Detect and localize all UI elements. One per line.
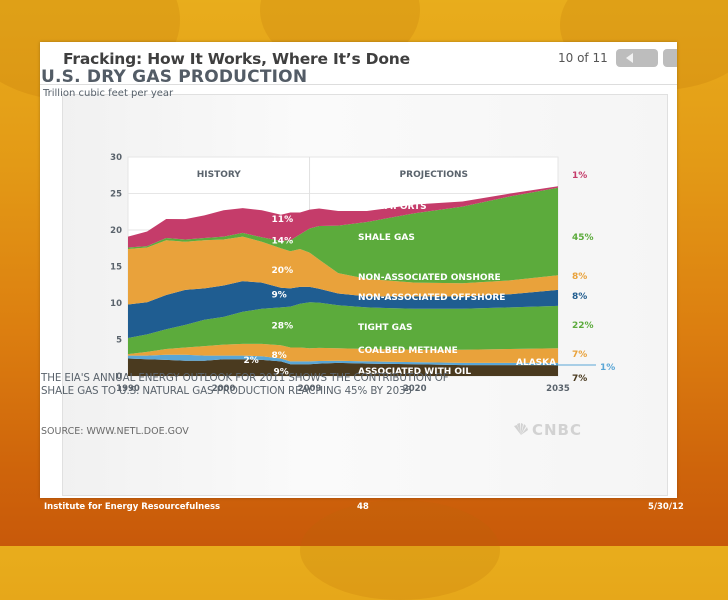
share-label-2035: 7% [572, 374, 587, 384]
previous-slide-button[interactable] [616, 49, 658, 67]
region-label-projections: PROJECTIONS [400, 170, 468, 180]
series-label-associated-with-oil: ASSOCIATED WITH OIL [358, 367, 471, 377]
y-tick-label: 5 [116, 336, 122, 346]
source-note: SOURCE: WWW.NETL.DOE.GOV [41, 426, 189, 437]
y-tick-label: 0 [116, 372, 122, 382]
series-label-net-imports: NET IMPORTS [358, 202, 427, 212]
share-label-2009: 11% [272, 215, 294, 225]
area-net-imports [128, 186, 558, 248]
area-tight-gas [128, 302, 558, 355]
series-label-non-associated-offshore: NON-ASSOCIATED OFFSHORE [358, 293, 505, 303]
share-label-2035: 8% [572, 272, 587, 282]
share-label-2035: 1% [572, 171, 587, 181]
cnbc-logo: CNBC [513, 421, 582, 439]
share-label-2009: 2% [244, 356, 259, 366]
series-label-alaska: ALASKA [516, 358, 556, 368]
x-tick-label: 2009 [298, 384, 322, 394]
share-label-2009: 9% [274, 368, 289, 378]
x-tick-label: 1990 [116, 384, 140, 394]
series-label-non-associated-onshore: NON-ASSOCIATED ONSHORE [358, 273, 501, 283]
series-label-shale-gas: SHALE GAS [358, 233, 415, 243]
peacock-icon [514, 423, 528, 435]
y-tick-label: 10 [110, 299, 122, 309]
next-slide-button[interactable] [663, 49, 677, 67]
region-label-history: HISTORY [197, 170, 242, 180]
share-label-2009: 9% [272, 291, 287, 301]
slide-title: Fracking: How It Works, Where It’s Done [63, 50, 410, 68]
share-label-2009: 14% [272, 237, 294, 247]
footer-date: 5/30/12 [648, 502, 684, 512]
y-tick-label: 30 [110, 153, 122, 163]
footer-organization: Institute for Energy Resourcefulness [44, 502, 221, 512]
area-alaska [128, 354, 558, 366]
arrow-left-icon [626, 53, 633, 63]
area-shale-gas [128, 187, 558, 284]
chart-subtitle: Trillion cubic feet per year [43, 88, 174, 99]
share-label-2035: 8% [572, 292, 587, 302]
slide-pager: 10 of 11 [558, 51, 608, 65]
cnbc-wordmark: CNBC [532, 421, 583, 439]
footer-page-number: 48 [357, 502, 369, 512]
series-label-tight-gas: TIGHT GAS [358, 323, 413, 333]
area-non-associated-onshore [128, 236, 558, 305]
x-tick-label: 2000 [212, 384, 236, 394]
chart-title: U.S. DRY GAS PRODUCTION [41, 67, 308, 87]
share-label-2009: 20% [272, 266, 294, 276]
area-associated-with-oil [128, 358, 558, 376]
share-label-2035: 1% [600, 363, 615, 373]
share-label-2035: 22% [572, 321, 594, 331]
title-divider [40, 84, 677, 85]
share-label-2035: 45% [572, 233, 594, 243]
caption-line-1: THE EIA'S ANNUAL ENERGY OUTLOOK FOR 2011… [41, 372, 449, 384]
x-tick-label: 2020 [403, 384, 427, 394]
series-label-coalbed-methane: COALBED METHANE [358, 346, 458, 356]
area-coalbed-methane [128, 343, 558, 363]
y-tick-label: 25 [110, 190, 122, 200]
share-label-2035: 7% [572, 350, 587, 360]
caption-line-2: SHALE GAS TO U.S. NATURAL GAS PRODUCTION… [41, 385, 412, 397]
y-tick-label: 15 [110, 263, 122, 273]
share-label-2009: 8% [272, 351, 287, 361]
y-tick-label: 20 [110, 226, 122, 236]
chart-caption: THE EIA'S ANNUAL ENERGY OUTLOOK FOR 2011… [41, 372, 449, 398]
share-label-2009: 28% [272, 321, 294, 331]
area-non-associated-offshore [128, 281, 558, 338]
stacked-area-chart: 0 5 10 15 20 25 30 1990 2000 2009 2020 2035 HISTORY P… [110, 153, 615, 394]
x-tick-label: 2035 [546, 384, 570, 394]
